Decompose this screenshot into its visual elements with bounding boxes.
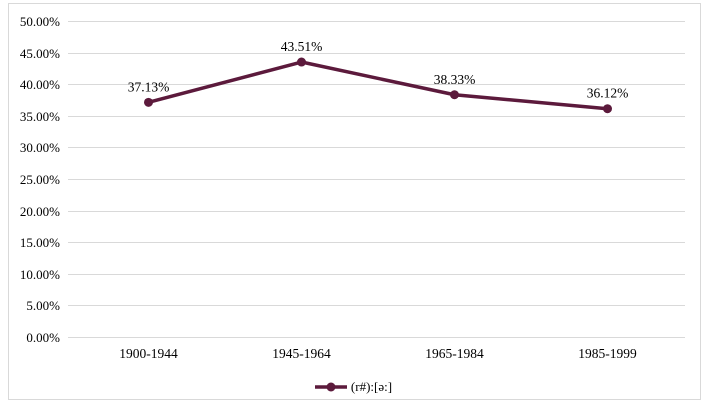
y-axis-tick-label: 20.00% [20, 204, 60, 219]
chart-border [8, 3, 701, 400]
x-axis-category-label: 1900-1944 [119, 346, 178, 361]
data-point-label: 37.13% [128, 79, 170, 94]
data-point-marker [450, 90, 459, 100]
y-axis-tick-label: 35.00% [20, 109, 60, 124]
y-axis-tick-label: 50.00% [20, 14, 60, 29]
data-point-label: 38.33% [434, 72, 476, 87]
data-point-label: 36.12% [587, 86, 629, 101]
y-axis-tick-label: 45.00% [20, 46, 60, 61]
x-axis-category-label: 1945-1964 [272, 346, 331, 361]
y-axis-tick-label: 5.00% [26, 298, 60, 313]
x-axis-category-label: 1965-1984 [425, 346, 484, 361]
legend-dot [326, 382, 336, 392]
legend-line-marker-icon [314, 382, 347, 392]
y-axis-tick-label: 15.00% [20, 235, 60, 250]
x-axis-category-label: 1985-1999 [578, 346, 637, 361]
y-axis-tick-label: 10.00% [20, 267, 60, 282]
data-point-marker [603, 104, 612, 114]
data-point-marker [144, 97, 153, 107]
data-line [146, 60, 610, 111]
chart-legend: (r#):[ə:] [0, 379, 706, 395]
y-axis-tick-label: 40.00% [20, 77, 60, 92]
y-axis-tick-label: 0.00% [26, 330, 60, 345]
legend-series-label: (r#):[ə:] [350, 379, 393, 394]
y-axis-tick-label: 30.00% [20, 140, 60, 155]
data-point-marker [297, 57, 306, 67]
y-axis-tick-label: 25.00% [20, 172, 60, 187]
data-point-label: 43.51% [281, 39, 323, 54]
